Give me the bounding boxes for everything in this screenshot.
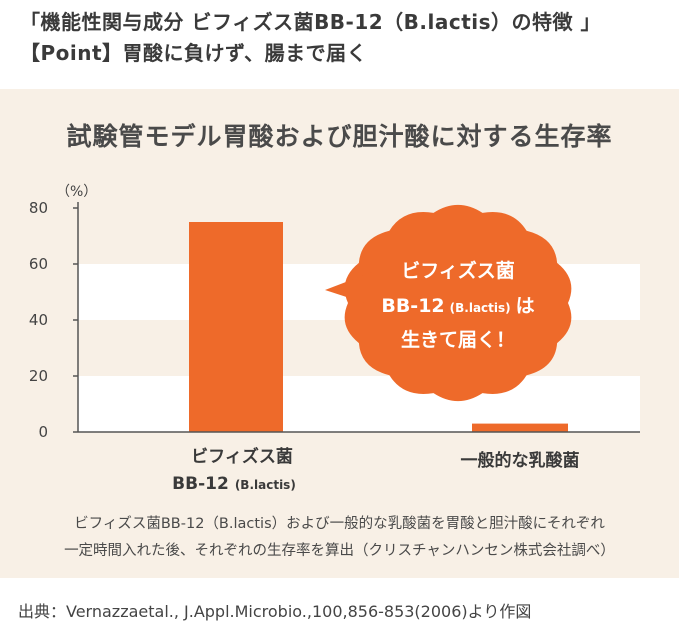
grid-band xyxy=(78,376,640,432)
caption-line-2: 一定時間入れた後、それぞれの生存率を算出（クリスチャンハンセン株式会社調べ） xyxy=(64,543,615,559)
callout-line-1: ビフィズス菌 xyxy=(401,259,515,282)
category-label-1-line2: BB-12 (B.lactis) xyxy=(172,474,296,494)
header-point: 【Point】胃酸に負けず、腸まで届く xyxy=(20,41,368,65)
category-label-1-line1: ビフィズス菌 xyxy=(191,446,293,467)
bar-2 xyxy=(472,423,568,432)
y-tick-label: 0 xyxy=(38,423,48,441)
y-unit-label: （%） xyxy=(56,184,97,200)
y-tick-label: 20 xyxy=(29,367,48,385)
caption-line-1: ビフィズス菌BB-12（B.lactis）および一般的な乳酸菌を胃酸と胆汁酸にそ… xyxy=(74,516,605,532)
callout-line-2: BB-12 (B.lactis) は xyxy=(381,295,534,317)
callout-tail xyxy=(325,272,372,304)
bar-1 xyxy=(189,222,283,432)
y-tick-label: 80 xyxy=(29,199,48,217)
source-citation: 出典：Vernazzaetal., J.Appl.Microbio.,100,8… xyxy=(18,602,532,621)
y-tick-label: 60 xyxy=(29,255,48,273)
callout-bubble xyxy=(344,204,572,402)
header-title: 「機能性関与成分 ビフィズス菌BB-12（B.lactis）の特徴 」 xyxy=(20,10,602,34)
callout-line-3: 生きて届く！ xyxy=(401,328,515,351)
category-label-2: 一般的な乳酸菌 xyxy=(461,450,580,471)
y-tick-label: 40 xyxy=(29,311,48,329)
chart-title: 試験管モデル胃酸および胆汁酸に対する生存率 xyxy=(66,122,613,151)
